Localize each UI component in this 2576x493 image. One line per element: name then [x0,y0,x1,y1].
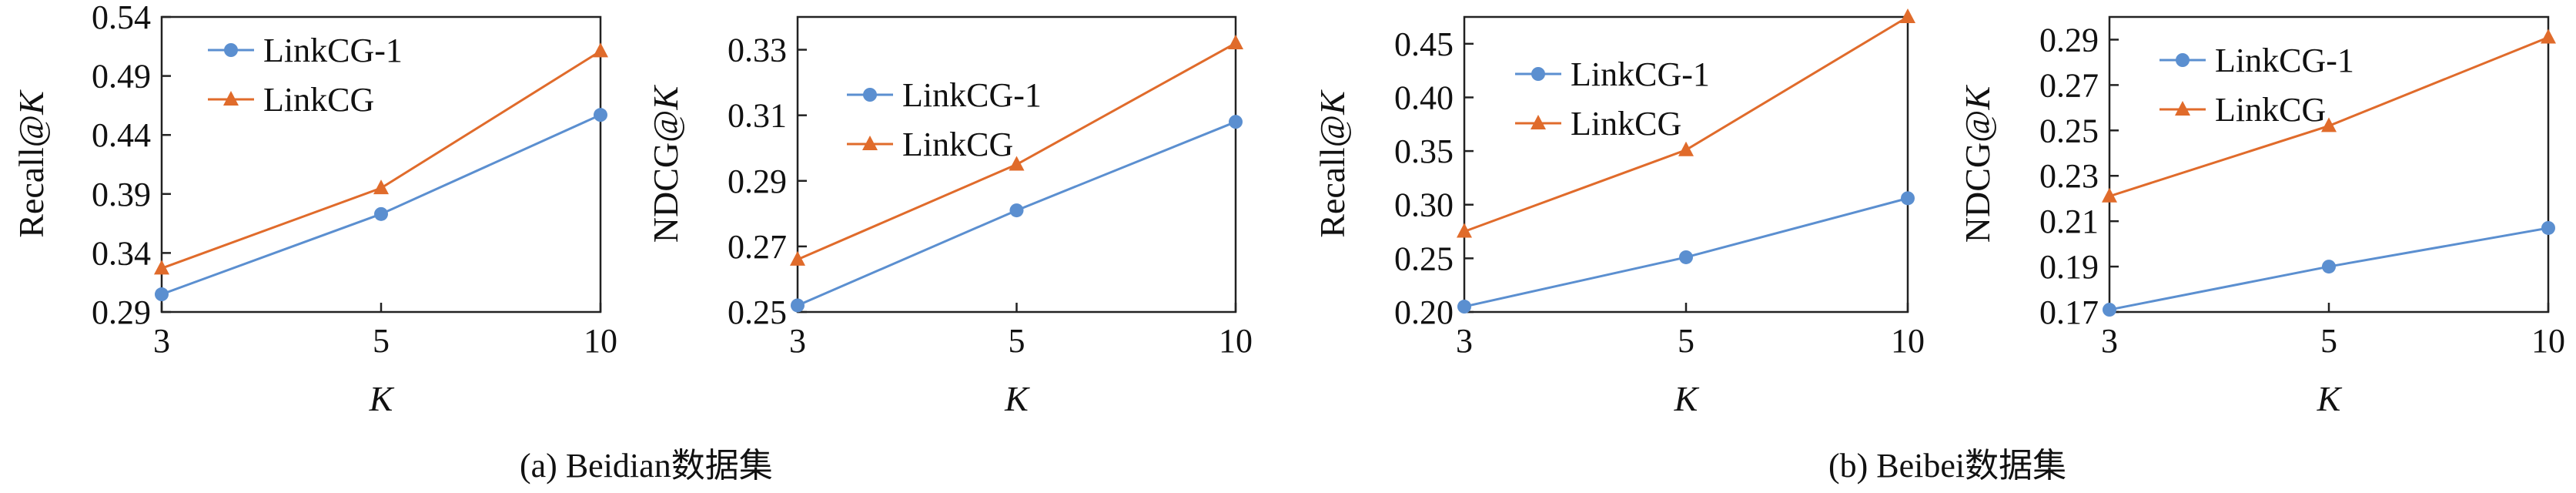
legend: LinkCG-1 LinkCG [2159,42,2354,129]
x-tick-label: 5 [1009,322,1025,360]
legend-label: LinkCG-1 [263,32,403,69]
x-tick-label: 5 [373,322,390,360]
data-point-LinkCG [790,250,805,266]
y-tick-label: 0.30 [1394,186,1454,224]
legend-marker [223,91,239,106]
legend-label: LinkCG [1571,105,1681,143]
y-tick-label: 0.27 [728,228,787,266]
legend-label: LinkCG [263,81,374,119]
data-point-LinkCG-1 [2541,220,2555,235]
x-tick-label: 10 [1891,322,1925,360]
data-point-LinkCG [1228,35,1243,50]
data-point-LinkCG [593,42,608,58]
data-point-LinkCG [2102,187,2117,203]
y-tick-label: 0.34 [92,234,151,272]
series-line-LinkCG [161,50,601,270]
x-axis-label: K [2317,379,2343,418]
chart-panel-4: 0.17 0.19 0.21 0.23 0.25 0.27 0.29 3 5 10 K NDCG@K L… [1958,15,2565,418]
legend: LinkCG-1 LinkCG [208,32,403,119]
x-axis-label: K [1674,379,1700,418]
legend-marker [2175,101,2190,116]
legend-label: LinkCG-1 [2215,42,2354,79]
data-point-LinkCG [1900,8,1915,23]
y-tick-label: 0.31 [728,97,787,135]
y-tick-label: 0.49 [92,58,151,96]
x-tick-label: 3 [153,322,170,360]
y-tick-label: 0.54 [92,0,151,36]
legend-marker [1531,115,1546,129]
y-tick-label: 0.33 [728,32,787,69]
y-axis-label: Recall@K [12,89,51,238]
y-tick-label: 0.20 [1394,293,1454,331]
chart-panel-3: 0.20 0.25 0.30 0.35 0.40 0.45 3 5 10 K Recall@K Lin… [1313,8,1925,418]
legend-label: LinkCG [2215,91,2326,129]
y-tick-label: 0.39 [92,176,151,213]
x-tick-label: 10 [1219,322,1253,360]
y-tick-label: 0.40 [1394,79,1454,116]
data-point-LinkCG-1 [2103,303,2116,317]
data-point-LinkCG [373,179,389,195]
data-point-LinkCG [1678,141,1694,156]
data-point-LinkCG-1 [791,298,805,313]
y-tick-label: 0.45 [1394,25,1454,63]
y-tick-label: 0.23 [2039,157,2099,195]
y-tick-label: 0.29 [2039,21,2099,59]
y-tick-label: 0.29 [92,293,151,331]
y-tick-label: 0.35 [1394,132,1454,170]
legend-marker [2176,53,2190,67]
y-axis-label: Recall@K [1313,89,1352,238]
data-point-LinkCG-1 [1901,191,1915,206]
y-tick-label: 0.44 [92,116,151,154]
legend: LinkCG-1 LinkCG [1515,55,1710,143]
y-axis-label: NDCG@K [1958,84,1997,243]
x-axis-label: K [369,379,395,418]
data-point-LinkCG-1 [1457,300,1471,314]
data-point-LinkCG-1 [374,206,388,221]
y-axis-label: NDCG@K [646,84,685,243]
legend-label: LinkCG-1 [902,76,1042,114]
legend-marker [863,88,877,102]
data-point-LinkCG [1457,223,1472,238]
data-point-LinkCG [2541,29,2556,44]
data-point-LinkCG [2321,117,2337,132]
chart-panel-1: 0.29 0.34 0.39 0.44 0.49 0.54 3 5 10 K Recall@K Lin… [12,0,617,418]
data-point-LinkCG-1 [1009,203,1024,218]
x-tick-label: 10 [2531,322,2565,360]
y-tick-label: 0.25 [728,293,787,331]
data-point-LinkCG-1 [1229,115,1243,129]
data-point-LinkCG-1 [2322,260,2336,274]
x-tick-label: 5 [1678,322,1694,360]
x-axis-label: K [1004,379,1030,418]
x-tick-label: 3 [1456,322,1473,360]
y-tick-label: 0.27 [2039,66,2099,104]
data-point-LinkCG-1 [594,108,607,122]
caption-beibei: (b) Beibei数据集 [1828,447,2067,485]
x-tick-label: 3 [2101,322,2118,360]
y-tick-label: 0.17 [2039,293,2099,331]
y-tick-label: 0.25 [1394,240,1454,277]
legend-label: LinkCG-1 [1571,55,1710,93]
legend-marker [224,43,238,57]
data-point-LinkCG [154,260,169,275]
y-tick-label: 0.21 [2039,203,2099,240]
x-tick-label: 10 [584,322,617,360]
x-tick-label: 3 [789,322,806,360]
y-tick-label: 0.19 [2039,248,2099,286]
data-point-LinkCG [1009,156,1025,171]
legend-marker [1531,67,1545,81]
caption-beidian: (a) Beidian数据集 [520,447,773,485]
series-line-LinkCG-1 [161,113,601,296]
y-tick-label: 0.29 [728,163,787,200]
legend-marker [862,136,878,150]
legend-label: LinkCG [902,126,1013,163]
y-tick-label: 0.25 [2039,112,2099,149]
x-tick-label: 5 [2320,322,2337,360]
data-point-LinkCG-1 [1679,250,1693,264]
legend: LinkCG-1 LinkCG [847,76,1042,163]
data-point-LinkCG-1 [155,287,169,302]
